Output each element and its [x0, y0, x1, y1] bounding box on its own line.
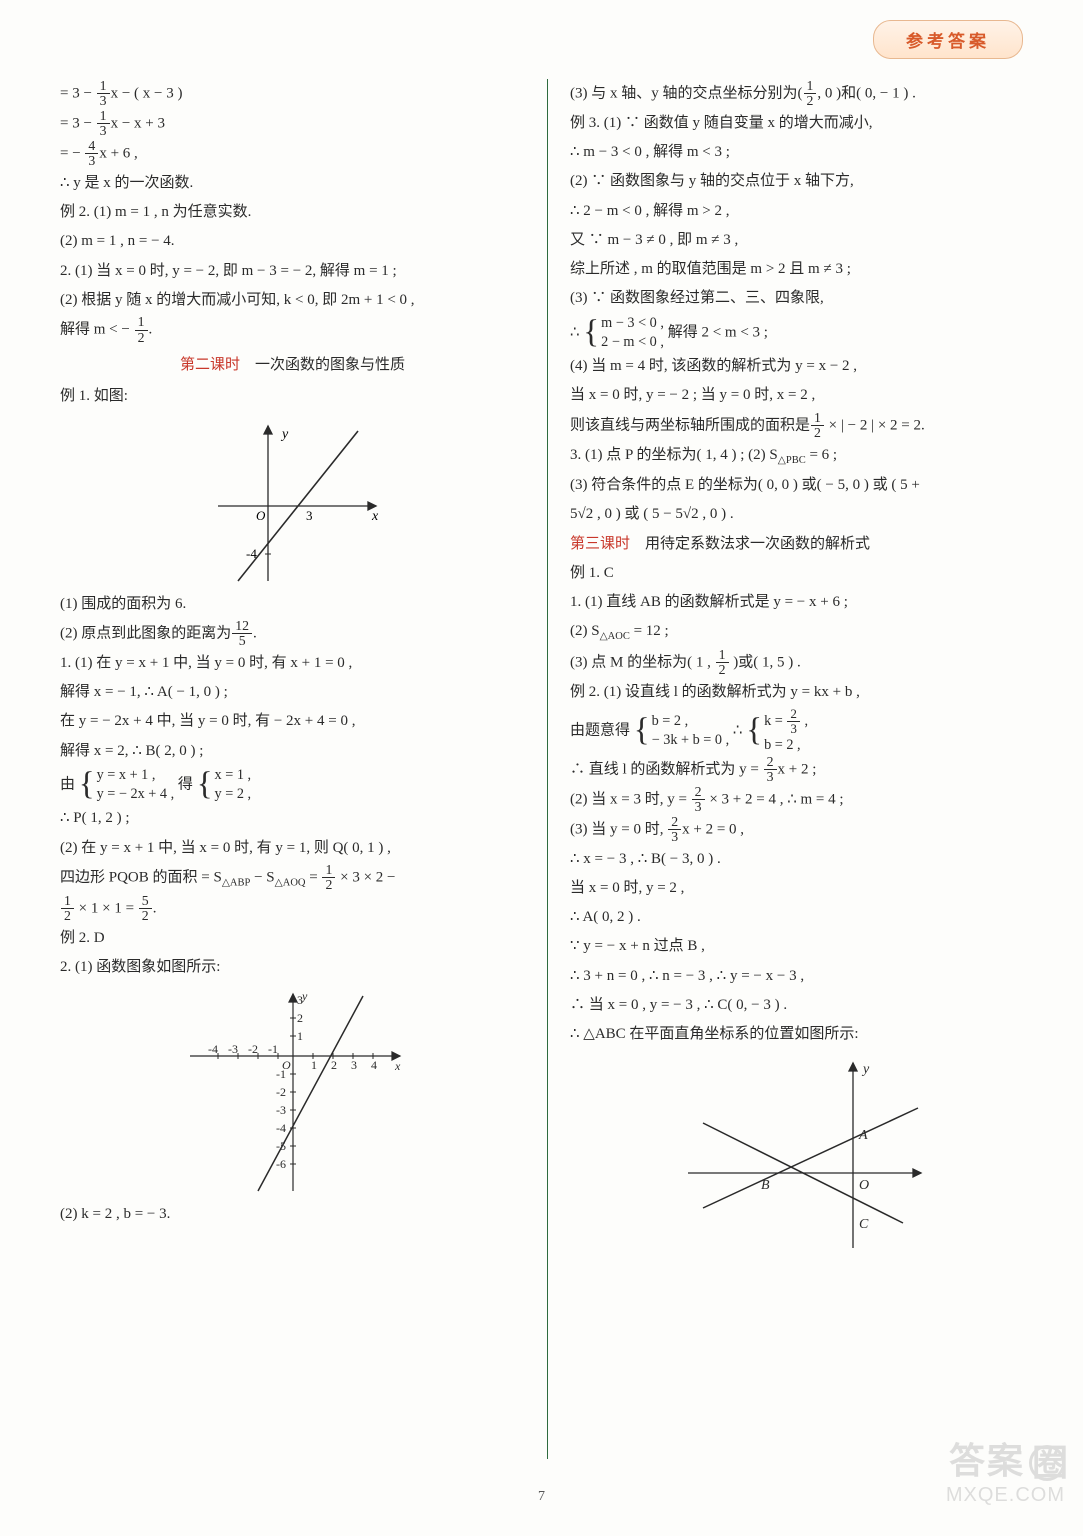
text-line: (3) 符合条件的点 E 的坐标为( 0, 0 ) 或( − 5, 0 ) 或 …	[570, 471, 1035, 500]
svg-text:-4: -4	[246, 546, 257, 561]
svg-text:x: x	[371, 509, 379, 524]
svg-text:O: O	[256, 508, 266, 523]
text-line: ∴ △ABC 在平面直角坐标系的位置如图所示:	[570, 1020, 1035, 1049]
text-line: 例 1. C	[570, 559, 1035, 588]
svg-text:-3: -3	[228, 1042, 238, 1056]
text-line: 2. (1) 函数图象如图所示:	[60, 953, 525, 982]
text-line: 则该直线与两坐标轴所围成的面积是12 × | − 2 | × 2 = 2.	[570, 411, 1035, 441]
page-body: = 3 − 13x − ( x − 3 ) = 3 − 13x − x + 3 …	[0, 69, 1083, 1489]
text-line: (2) 在 y = x + 1 中, 当 x = 0 时, 有 y = 1, 则…	[60, 834, 525, 863]
left-column: = 3 − 13x − ( x − 3 ) = 3 − 13x − x + 3 …	[60, 79, 543, 1459]
text-line: (2) ∵ 函数图象与 y 轴的交点位于 x 轴下方,	[570, 167, 1035, 196]
section-title: 第三课时 用待定系数法求一次函数的解析式	[570, 530, 1035, 559]
text-line: = − 43x + 6 ,	[60, 139, 525, 169]
graph-figure-2: -4-3-2-1 O 1234 123 -1-2-3-4-5-6 y x	[60, 986, 525, 1196]
svg-text:1: 1	[297, 1029, 303, 1043]
answer-badge: 参考答案	[873, 20, 1023, 59]
text-line: (1) 围成的面积为 6.	[60, 590, 525, 619]
text-line: 综上所述 , m 的取值范围是 m > 2 且 m ≠ 3 ;	[570, 255, 1035, 284]
text-line: ∴ 2 − m < 0 , 解得 m > 2 ,	[570, 197, 1035, 226]
svg-text:2: 2	[297, 1011, 303, 1025]
text-line: (2) m = 1 , n = − 4.	[60, 227, 525, 256]
svg-text:-5: -5	[276, 1139, 286, 1153]
text-line: (3) 点 M 的坐标为( 1 , 12 )或( 1, 5 ) .	[570, 648, 1035, 678]
text-line: 解得 x = − 1, ∴ A( − 1, 0 ) ;	[60, 678, 525, 707]
text-line: 5√2 , 0 ) 或 ( 5 − 5√2 , 0 ) .	[570, 500, 1035, 529]
text-line: 四边形 PQOB 的面积 = S△ABP − S△AOQ = 12 × 3 × …	[60, 863, 525, 894]
graph-figure-1: y x O 3 -4	[60, 416, 525, 586]
text-line: (3) ∵ 函数图象经过第二、三、四象限,	[570, 284, 1035, 313]
text-line: ∴ A( 0, 2 ) .	[570, 903, 1035, 932]
text-line: (2) 原点到此图象的距离为125.	[60, 619, 525, 649]
watermark: 答案圈 MXQE.COM	[946, 1432, 1065, 1507]
svg-text:3: 3	[306, 508, 313, 523]
text-line: ∴ x = − 3 , ∴ B( − 3, 0 ) .	[570, 845, 1035, 874]
right-column: (3) 与 x 轴、y 轴的交点坐标分别为(12, 0 )和( 0, − 1 )…	[552, 79, 1035, 1459]
column-divider	[547, 79, 548, 1459]
svg-text:-1: -1	[268, 1042, 278, 1056]
svg-text:-4: -4	[208, 1042, 218, 1056]
text-line: 例 2. (1) m = 1 , n 为任意实数.	[60, 198, 525, 227]
page-header: 参考答案	[0, 0, 1083, 69]
svg-text:C: C	[859, 1217, 869, 1232]
svg-text:y: y	[301, 989, 308, 1003]
text-line: (2) k = 2 , b = − 3.	[60, 1200, 525, 1229]
section-title: 第二课时 一次函数的图象与性质	[60, 351, 525, 380]
text-line: 3. (1) 点 P 的坐标为( 1, 4 ) ; (2) S△PBC = 6 …	[570, 441, 1035, 471]
text-line: = 3 − 13x − ( x − 3 )	[60, 79, 525, 109]
svg-text:-2: -2	[248, 1042, 258, 1056]
text-line: 例 2. D	[60, 924, 525, 953]
text-line: 12 × 1 × 1 = 52.	[60, 894, 525, 924]
text-line: 解得 m < − 12.	[60, 315, 525, 345]
text-line: 例 1. 如图:	[60, 382, 525, 411]
svg-text:-3: -3	[276, 1103, 286, 1117]
text-line: ∴ 直线 l 的函数解析式为 y = 23x + 2 ;	[570, 755, 1035, 785]
svg-text:-1: -1	[276, 1067, 286, 1081]
svg-text:-2: -2	[276, 1085, 286, 1099]
svg-text:4: 4	[371, 1058, 377, 1072]
text-line: ∴ {m − 3 < 0 ,2 − m < 0 , 解得 2 < m < 3 ;	[570, 314, 1035, 352]
svg-text:B: B	[761, 1178, 770, 1193]
watermark-url: MXQE.COM	[946, 1484, 1065, 1507]
text-line: ∵ y = − x + n 过点 B ,	[570, 932, 1035, 961]
text-line: 在 y = − 2x + 4 中, 当 y = 0 时, 有 − 2x + 4 …	[60, 707, 525, 736]
text-line: ∴ P( 1, 2 ) ;	[60, 804, 525, 833]
graph-figure-3: y A B C O	[570, 1053, 1035, 1253]
text-line: (3) 与 x 轴、y 轴的交点坐标分别为(12, 0 )和( 0, − 1 )…	[570, 79, 1035, 109]
text-line: 当 x = 0 时, y = − 2 ; 当 y = 0 时, x = 2 ,	[570, 381, 1035, 410]
text-line: (2) 根据 y 随 x 的增大而减小可知, k < 0, 即 2m + 1 <…	[60, 286, 525, 315]
svg-text:O: O	[859, 1178, 869, 1193]
text-line: 由 {y = x + 1 ,y = − 2x + 4 , 得 {x = 1 ,y…	[60, 766, 525, 804]
text-line: 2. (1) 当 x = 0 时, y = − 2, 即 m − 3 = − 2…	[60, 257, 525, 286]
svg-text:3: 3	[351, 1058, 357, 1072]
text-line: (4) 当 m = 4 时, 该函数的解析式为 y = x − 2 ,	[570, 352, 1035, 381]
page-number: 7	[0, 1489, 1083, 1525]
svg-text:y: y	[280, 427, 289, 442]
text-line: 又 ∵ m − 3 ≠ 0 , 即 m ≠ 3 ,	[570, 226, 1035, 255]
text-line: ∴ y 是 x 的一次函数.	[60, 169, 525, 198]
text-line: ∴ 3 + n = 0 , ∴ n = − 3 , ∴ y = − x − 3 …	[570, 962, 1035, 991]
text-line: 例 3. (1) ∵ 函数值 y 随自变量 x 的增大而减小,	[570, 109, 1035, 138]
text-line: (2) 当 x = 3 时, y = 23 × 3 + 2 = 4 , ∴ m …	[570, 785, 1035, 815]
svg-text:2: 2	[331, 1058, 337, 1072]
svg-text:x: x	[394, 1059, 401, 1073]
text-line: 1. (1) 在 y = x + 1 中, 当 y = 0 时, 有 x + 1…	[60, 649, 525, 678]
svg-text:y: y	[861, 1062, 870, 1077]
text-line: = 3 − 13x − x + 3	[60, 109, 525, 139]
svg-text:-4: -4	[276, 1121, 286, 1135]
svg-text:A: A	[858, 1128, 868, 1143]
text-line: ∴ 当 x = 0 , y = − 3 , ∴ C( 0, − 3 ) .	[570, 991, 1035, 1020]
text-line: 由题意得 {b = 2 ,− 3k + b = 0 , ∴ {k = 23 ,b…	[570, 707, 1035, 755]
watermark-top: 答案圈	[946, 1432, 1065, 1484]
svg-text:-6: -6	[276, 1157, 286, 1171]
svg-text:1: 1	[311, 1058, 317, 1072]
text-line: 例 2. (1) 设直线 l 的函数解析式为 y = kx + b ,	[570, 678, 1035, 707]
text-line: ∴ m − 3 < 0 , 解得 m < 3 ;	[570, 138, 1035, 167]
text-line: 解得 x = 2, ∴ B( 2, 0 ) ;	[60, 737, 525, 766]
text-line: 当 x = 0 时, y = 2 ,	[570, 874, 1035, 903]
text-line: 1. (1) 直线 AB 的函数解析式是 y = − x + 6 ;	[570, 588, 1035, 617]
text-line: (2) S△AOC = 12 ;	[570, 617, 1035, 647]
text-line: (3) 当 y = 0 时, 23x + 2 = 0 ,	[570, 815, 1035, 845]
